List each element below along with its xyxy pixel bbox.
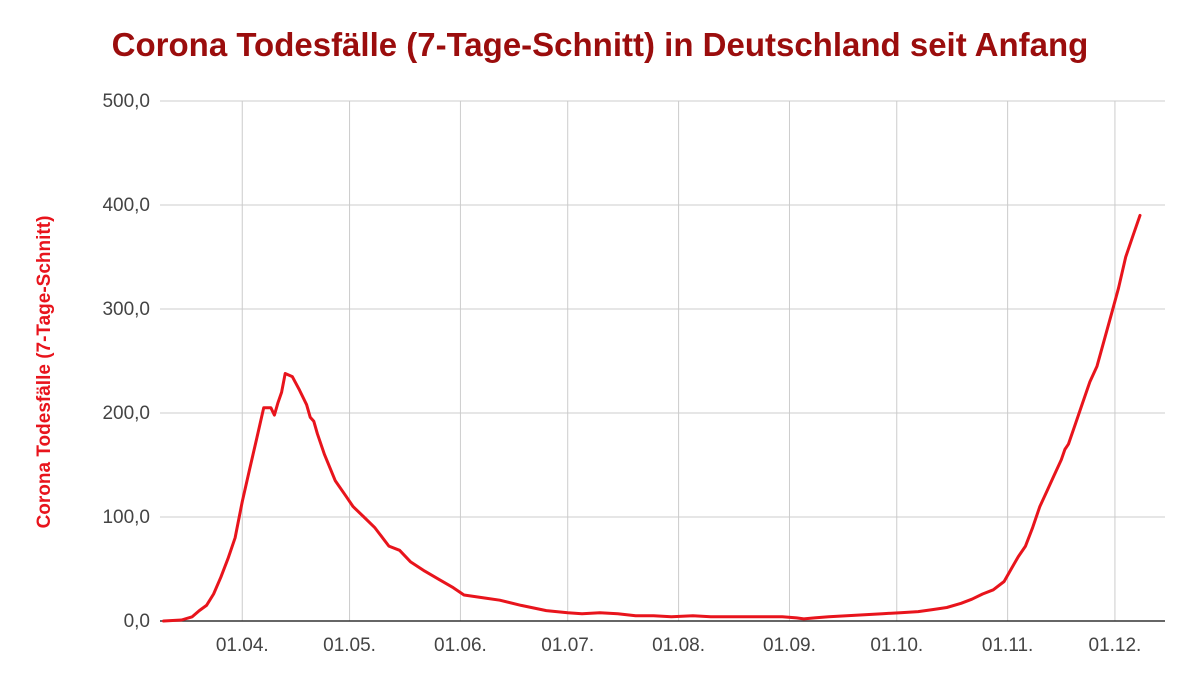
x-tick-label: 01.06. (434, 635, 487, 656)
y-tick-label: 300,0 (102, 299, 150, 320)
y-tick-label: 200,0 (102, 403, 150, 424)
x-tick-label: 01.11. (982, 635, 1033, 656)
y-tick-label: 0,0 (124, 611, 150, 632)
tick-layer: 0,0 100,0 200,0 300,0 400,0 500,0 01.04. 01.05.… (102, 91, 1141, 656)
x-tick-label: 01.04. (216, 635, 269, 656)
line-layer (162, 213, 1142, 623)
x-tick-label: 01.12. (1089, 635, 1142, 656)
x-tick-label: 01.07. (541, 635, 594, 656)
grid-layer (160, 100, 1165, 622)
x-tick-label: 01.05. (323, 635, 376, 656)
x-tick-label: 01.09. (763, 635, 816, 656)
x-tick-label: 01.10. (870, 635, 923, 656)
y-tick-label: 400,0 (102, 195, 150, 216)
x-tick-label: 01.08. (652, 635, 705, 656)
y-tick-label: 500,0 (102, 91, 150, 112)
y-tick-label: 100,0 (102, 507, 150, 528)
series-line (162, 213, 1142, 623)
chart-title: Corona Todesfälle (7-Tage-Schnitt) in De… (111, 26, 1089, 63)
